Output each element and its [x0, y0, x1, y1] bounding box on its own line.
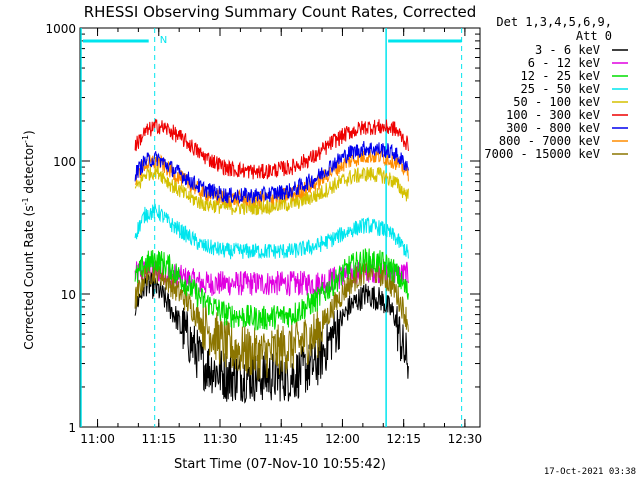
- legend-label: 12 - 25 keV: [521, 69, 600, 83]
- y-axis-label: Corrected Count Rate (s-1 detector-1): [21, 130, 36, 349]
- x-tick-labels: 11:00 11:15 11:30 11:45 12:00 12:15 12:30: [80, 432, 482, 446]
- series-line-3-6-kev: [134, 271, 409, 404]
- legend-label: 7000 - 15000 keV: [484, 147, 600, 161]
- y-axis-label-sup2: -1: [21, 135, 30, 143]
- series-line-100-300-kev: [134, 118, 409, 180]
- y-tick-labels: 1 10 100 1000: [45, 22, 76, 435]
- y-axis-label-mid: detector: [22, 143, 36, 198]
- legend-header-line1: Det 1,3,4,5,6,9,: [496, 15, 612, 29]
- x-tick-label: 11:15: [141, 432, 176, 446]
- legend-label: 100 - 300 keV: [506, 108, 600, 122]
- legend-label: 25 - 50 keV: [521, 82, 600, 96]
- legend-label: 300 - 800 keV: [506, 121, 600, 135]
- y-tick-label: 10: [61, 288, 76, 302]
- x-tick-label: 11:00: [80, 432, 115, 446]
- series-layer: [134, 118, 409, 404]
- y-tick-label: 1000: [45, 22, 76, 36]
- legend-label: 50 - 100 keV: [513, 95, 600, 109]
- y-axis-label-sup1: -1: [21, 197, 30, 205]
- series-line-6-12-kev: [134, 258, 409, 298]
- y-axis-label-main: Corrected Count Rate (s: [22, 205, 36, 349]
- orbit-markers: [80, 28, 463, 427]
- x-tick-label: 12:30: [448, 432, 483, 446]
- legend-header-line2: Att 0: [576, 29, 612, 43]
- x-tick-label: 12:15: [386, 432, 421, 446]
- legend-label: 3 - 6 keV: [535, 43, 600, 57]
- legend-label: 6 - 12 keV: [528, 56, 600, 70]
- legend-label: 800 - 7000 keV: [499, 134, 600, 148]
- x-tick-label: 12:00: [325, 432, 360, 446]
- series-line-50-100-kev: [134, 163, 409, 216]
- series-line-25-50-kev: [134, 203, 409, 260]
- plot-frame: [79, 27, 481, 428]
- y-tick-label: 1: [68, 421, 76, 435]
- x-tick-label: 11:45: [264, 432, 299, 446]
- y-axis-label-end: ): [22, 130, 36, 135]
- night-marker-label: N: [160, 35, 167, 46]
- footer-timestamp: 17-Oct-2021 03:38: [544, 467, 636, 477]
- series-line-300-800-kev: [134, 141, 409, 204]
- x-tick-label: 11:30: [203, 432, 238, 446]
- y-tick-label: 100: [53, 155, 76, 169]
- series-line-12-25-kev: [134, 248, 409, 331]
- x-axis-label: Start Time (07-Nov-10 10:55:42): [174, 457, 386, 472]
- chart-title: RHESSI Observing Summary Count Rates, Co…: [84, 3, 477, 21]
